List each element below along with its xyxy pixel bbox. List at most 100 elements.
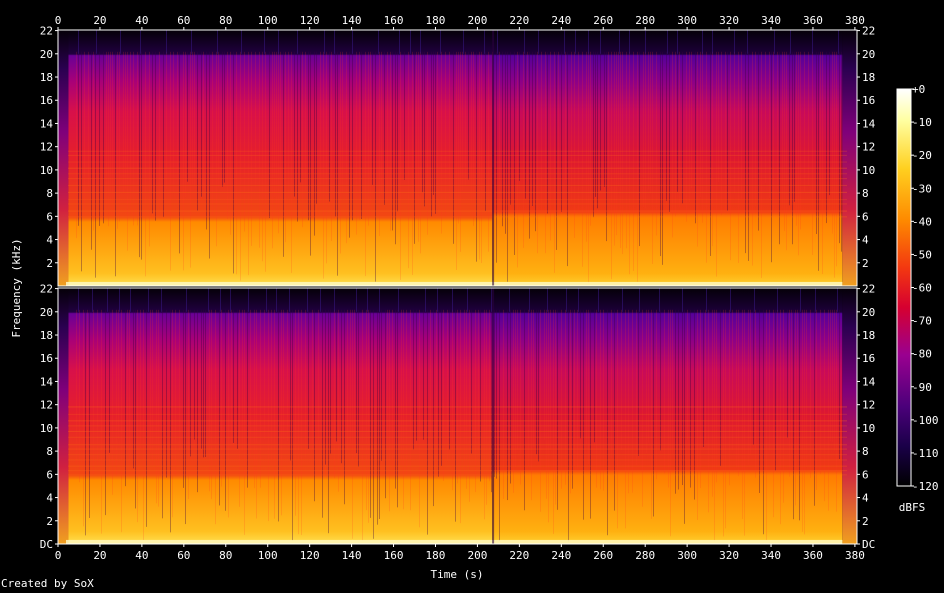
x-tick-label-top: 280 bbox=[635, 14, 655, 27]
x-tick-label-top: 40 bbox=[135, 14, 148, 27]
y-tick-label: 6 bbox=[46, 210, 53, 223]
spectral-segment bbox=[68, 30, 493, 286]
y-tick-label-right: 14 bbox=[862, 375, 876, 388]
spectral-segment bbox=[492, 288, 843, 544]
credit-text: Created by SoX bbox=[1, 577, 94, 590]
y-tick-label-right: 22 bbox=[862, 25, 875, 38]
y-tick-label-right: 2 bbox=[862, 515, 869, 528]
x-tick-label: 260 bbox=[593, 549, 613, 562]
y-tick-label-right: 6 bbox=[862, 468, 869, 481]
x-tick-label: 100 bbox=[258, 549, 278, 562]
y-tick-label: 2 bbox=[46, 515, 53, 528]
y-tick-label-right: 4 bbox=[862, 234, 869, 247]
spectral-segment bbox=[58, 288, 69, 544]
y-tick-label-right: 2 bbox=[862, 257, 869, 270]
y-tick-label: 16 bbox=[40, 352, 53, 365]
y-tick-label: 22 bbox=[40, 283, 53, 296]
y-tick-label: 14 bbox=[40, 117, 54, 130]
x-tick-label-top: 260 bbox=[593, 14, 613, 27]
colorbar-tick-label: -50 bbox=[912, 248, 932, 261]
y-tick-label: 10 bbox=[40, 422, 53, 435]
x-tick-label: 240 bbox=[551, 549, 571, 562]
y-tick-label-right: 12 bbox=[862, 399, 875, 412]
x-tick-label-top: 180 bbox=[426, 14, 446, 27]
colorbar-tick-label: -110 bbox=[912, 447, 939, 460]
x-tick-label: 280 bbox=[635, 549, 655, 562]
colorbar-tick-label: -100 bbox=[912, 414, 939, 427]
x-tick-label: 200 bbox=[467, 549, 487, 562]
x-tick-label-top: 320 bbox=[719, 14, 739, 27]
x-tick-label: 40 bbox=[135, 549, 148, 562]
y-tick-label-right: 10 bbox=[862, 422, 875, 435]
colorbar-tick-label: -30 bbox=[912, 182, 932, 195]
plot-frame bbox=[57, 29, 858, 287]
x-tick-label-top: 100 bbox=[258, 14, 278, 27]
y-tick-label: 14 bbox=[40, 375, 54, 388]
y-tick-label: 12 bbox=[40, 141, 53, 154]
y-tick-label: 8 bbox=[46, 445, 53, 458]
colorbar-tick-label: -60 bbox=[912, 282, 932, 295]
x-tick-label: 360 bbox=[803, 549, 823, 562]
spectral-segment bbox=[842, 30, 857, 286]
x-tick-label-top: 20 bbox=[93, 14, 106, 27]
y-tick-label: 8 bbox=[46, 187, 53, 200]
plot-frame bbox=[57, 287, 858, 545]
x-tick-label: 140 bbox=[342, 549, 362, 562]
spectral-segment bbox=[492, 30, 843, 286]
spectral-texture bbox=[66, 288, 847, 544]
x-tick-label-top: 60 bbox=[177, 14, 190, 27]
y-tick-label-right: 20 bbox=[862, 306, 875, 319]
colorbar-tick-label: +0 bbox=[912, 83, 925, 96]
y-tick-label-right: 10 bbox=[862, 164, 875, 177]
colorbar bbox=[896, 88, 912, 487]
spectral-segment bbox=[58, 30, 69, 286]
y-tick-label: DC bbox=[40, 538, 53, 551]
y-tick-label: 4 bbox=[46, 492, 53, 505]
x-tick-label: 180 bbox=[426, 549, 446, 562]
x-tick-label-top: 340 bbox=[761, 14, 781, 27]
x-tick-label-top: 160 bbox=[384, 14, 404, 27]
y-tick-label-right: 20 bbox=[862, 48, 875, 61]
y-tick-label: 18 bbox=[40, 329, 53, 342]
spectrogram-panel-2 bbox=[58, 288, 857, 544]
y-tick-label-right: 6 bbox=[862, 210, 869, 223]
x-tick-label-top: 300 bbox=[677, 14, 697, 27]
y-tick-label-right: 4 bbox=[862, 492, 869, 505]
x-axis-label: Time (s) bbox=[431, 568, 484, 581]
x-tick-label-top: 140 bbox=[342, 14, 362, 27]
x-tick-label: 380 bbox=[845, 549, 865, 562]
x-tick-label-top: 0 bbox=[55, 14, 62, 27]
x-tick-label-top: 380 bbox=[845, 14, 865, 27]
spectral-segment bbox=[842, 288, 857, 544]
x-tick-label: 60 bbox=[177, 549, 190, 562]
colorbar-tick-label: -20 bbox=[912, 149, 932, 162]
y-tick-label-right: 18 bbox=[862, 71, 875, 84]
y-tick-label-right: 8 bbox=[862, 187, 869, 200]
colorbar-tick-label: -10 bbox=[912, 116, 932, 129]
x-tick-label: 220 bbox=[509, 549, 529, 562]
colorbar-tick-label: -40 bbox=[912, 215, 932, 228]
x-tick-label: 120 bbox=[300, 549, 320, 562]
y-tick-label: 12 bbox=[40, 399, 53, 412]
x-tick-label-top: 360 bbox=[803, 14, 823, 27]
x-tick-label-top: 240 bbox=[551, 14, 571, 27]
y-tick-label: 20 bbox=[40, 48, 53, 61]
y-tick-label-right: 18 bbox=[862, 329, 875, 342]
x-tick-label: 340 bbox=[761, 549, 781, 562]
colorbar-tick-label: -90 bbox=[912, 381, 932, 394]
y-tick-label: 18 bbox=[40, 71, 53, 84]
y-tick-label: 10 bbox=[40, 164, 53, 177]
y-tick-label: 20 bbox=[40, 306, 53, 319]
y-axis-label: Frequency (kHz) bbox=[10, 238, 23, 337]
x-tick-label: 80 bbox=[219, 549, 232, 562]
x-tick-label-top: 200 bbox=[467, 14, 487, 27]
spectral-segment bbox=[68, 288, 493, 544]
y-tick-label-right: 22 bbox=[862, 283, 875, 296]
y-tick-label-right: 14 bbox=[862, 117, 876, 130]
y-tick-label: 16 bbox=[40, 94, 53, 107]
colorbar-label: dBFS bbox=[899, 501, 926, 514]
y-tick-label: 2 bbox=[46, 257, 53, 270]
colorbar-tick-label: -120 bbox=[912, 480, 939, 493]
y-tick-label: 22 bbox=[40, 25, 53, 38]
